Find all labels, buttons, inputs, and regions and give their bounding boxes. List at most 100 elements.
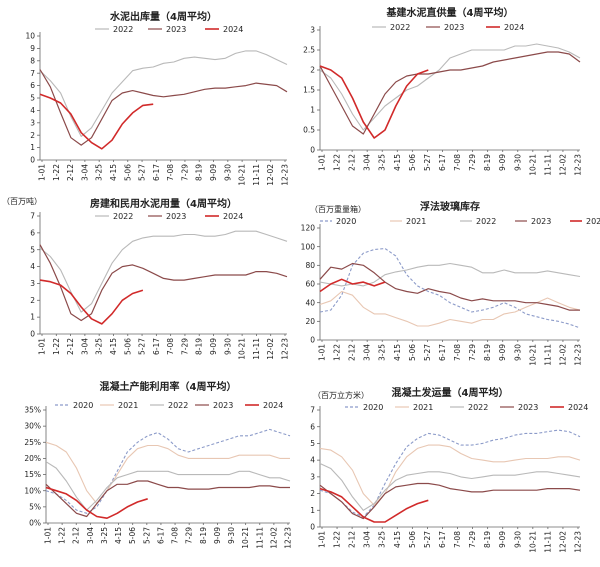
chart-2-x-tick-label: 6-17 <box>438 154 447 171</box>
chart-4-legend-label-2020: 2020 <box>336 217 356 226</box>
chart-4-x-tick-label: 7-29 <box>468 344 477 361</box>
chart-4-x-tick-label: 5-06 <box>408 344 417 361</box>
chart-2-x-tick-label: 5-27 <box>423 154 432 171</box>
chart-1-series-2023 <box>39 69 288 146</box>
chart-6-y-unit: （百万立方米） <box>313 390 369 400</box>
chart-6-x-tick-label: 5-27 <box>423 531 432 548</box>
chart-4-x-tick-label: 10-21 <box>528 344 537 366</box>
chart-2-x-tick-label: 2-12 <box>348 154 357 171</box>
chart-3-x-tick-label: 2-12 <box>66 338 75 355</box>
chart-6-legend-label-2020: 2020 <box>363 403 383 412</box>
chart-3-x-tick-label: 4-15 <box>109 338 118 355</box>
chart-5-x-tick-label: 1-01 <box>44 527 53 544</box>
chart-2-series-2023 <box>319 51 581 135</box>
chart-3-y-tick-label: 2 <box>30 296 35 305</box>
chart-3-y-tick-label: 1 <box>30 313 35 322</box>
chart-1-legend-label-2023: 2023 <box>166 25 186 34</box>
chart-3-series-2023 <box>39 244 288 322</box>
chart-2-legend-label-2022: 2022 <box>390 23 410 32</box>
chart-1-x-tick-label: 5-27 <box>138 164 147 181</box>
chart-6-x-tick-label: 8-19 <box>483 531 492 548</box>
chart-4-x-tick-label: 3-04 <box>363 344 372 361</box>
chart-1-series-2024 <box>39 93 154 150</box>
chart-5-y-tick-label: 25% <box>24 438 41 447</box>
chart-5-x-tick-label: 4-15 <box>114 527 123 544</box>
chart-3-y-tick-label: 3 <box>30 279 35 288</box>
chart-1-x-tick-label: 11-11 <box>252 164 261 186</box>
chart-6-x-tick-label: 12-23 <box>574 531 583 553</box>
chart-1-x-tick-label: 1-01 <box>38 164 47 181</box>
chart-6-x-tick-label: 3-04 <box>363 531 372 548</box>
chart-1-x-tick-label: 12-02 <box>266 164 275 186</box>
chart-3-x-tick-label: 10-21 <box>238 338 247 360</box>
chart-3-x-tick-label: 3-25 <box>95 338 104 355</box>
chart-5-x-tick-label: 12-23 <box>284 527 293 549</box>
chart-3-legend-label-2024: 2024 <box>223 212 243 221</box>
chart-3-x-tick-label: 5-27 <box>138 338 147 355</box>
chart-3-x-tick-label: 8-19 <box>195 338 204 355</box>
chart-4-series-2022 <box>319 262 581 287</box>
chart-6-x-tick-label: 7-29 <box>468 531 477 548</box>
chart-2-x-tick-label: 12-02 <box>558 154 567 176</box>
chart-6-x-tick-label: 1-01 <box>318 531 327 548</box>
chart-5-x-tick-label: 1-22 <box>58 527 67 544</box>
chart-2-title: 基建水泥直供量（4周平均） <box>386 6 514 19</box>
chart-6-y-tick-label: 5 <box>310 439 315 448</box>
chart-3: 房建和民用水泥用量（4周平均） （百万吨） 0 1 2 3 4 5 6 7 1-01 1-22 2-12… <box>2 196 290 360</box>
chart-3-x-tick-label: 12-23 <box>281 338 290 360</box>
chart-3-x-tick-label: 7-08 <box>166 338 175 355</box>
chart-5-series-2024 <box>45 486 148 520</box>
chart-2-series-2024 <box>319 65 429 139</box>
chart-5-y-tick-label: 15% <box>24 470 41 479</box>
chart-5-series-2020 <box>45 428 291 514</box>
chart-1-x-tick-label: 9-09 <box>209 164 218 181</box>
chart-2-x-tick-label: 9-09 <box>498 154 507 171</box>
chart-2-series-2022 <box>319 43 581 131</box>
chart-1-y-tick-label: 8 <box>30 56 35 65</box>
chart-1-y-tick-label: 10 <box>25 32 35 41</box>
chart-3-title: 房建和民用水泥用量（4周平均） <box>90 197 237 210</box>
chart-4-series-2024 <box>319 278 386 293</box>
chart-2-y-tick-label: 2.5 <box>303 46 315 55</box>
chart-2-x-tick-label: 1-22 <box>333 154 342 171</box>
chart-5-x-tick-label: 2-12 <box>72 527 81 544</box>
chart-1-y-tick-label: 5 <box>30 94 35 103</box>
chart-1-x-tick-label: 7-08 <box>166 164 175 181</box>
chart-6-y-tick-label: 4 <box>310 456 315 465</box>
chart-5-series-2021 <box>45 441 290 505</box>
chart-6-x-tick-label: 7-08 <box>453 531 462 548</box>
chart-4-x-tick-label: 9-30 <box>513 344 522 361</box>
chart-5-x-tick-label: 6-17 <box>156 527 165 544</box>
chart-4-series-2020 <box>319 247 581 329</box>
chart-6-x-tick-label: 11-11 <box>543 531 552 553</box>
chart-1-y-tick-label: 7 <box>30 69 35 78</box>
chart-6-y-tick-label: 0 <box>310 523 315 532</box>
chart-3-y-tick-label: 7 <box>30 212 35 221</box>
chart-2-legend-label-2024: 2024 <box>504 23 524 32</box>
chart-4-x-tick-label: 12-02 <box>558 344 567 366</box>
chart-2-y-tick-label: 0 <box>310 146 315 155</box>
chart-1-x-tick-label: 10-21 <box>238 164 247 186</box>
chart-3-x-tick-label: 9-30 <box>223 338 232 355</box>
chart-5-y-tick-label: 30% <box>24 422 41 431</box>
chart-4-y-tick-label: 60 <box>305 280 315 289</box>
chart-5-legend-label-2020: 2020 <box>73 401 93 410</box>
chart-4-x-tick-label: 7-08 <box>453 344 462 361</box>
chart-5-x-tick-label: 3-04 <box>86 527 95 544</box>
chart-6-legend-label-2023: 2023 <box>518 403 538 412</box>
chart-1-y-tick-label: 0 <box>30 156 35 165</box>
chart-4-series-2021 <box>319 290 581 327</box>
chart-6-y-tick-label: 3 <box>310 472 315 481</box>
chart-5-legend-label-2024: 2024 <box>263 401 283 410</box>
chart-5-x-tick-label: 7-08 <box>171 527 180 544</box>
chart-6-series-2023 <box>319 482 581 520</box>
chart-2-x-tick-label: 8-19 <box>483 154 492 171</box>
chart-1-x-tick-label: 12-23 <box>281 164 290 186</box>
chart-2-x-tick-label: 12-23 <box>574 154 583 176</box>
chart-6-x-tick-label: 10-21 <box>528 531 537 553</box>
chart-5-y-tick-label: 5% <box>29 502 41 511</box>
chart-5: 混凝土产能利用率（4周平均） 0% 5% 10% 15% 20% 25% 30% 35% 1-01… <box>24 380 292 549</box>
chart-1-x-tick-label: 3-04 <box>80 164 89 181</box>
